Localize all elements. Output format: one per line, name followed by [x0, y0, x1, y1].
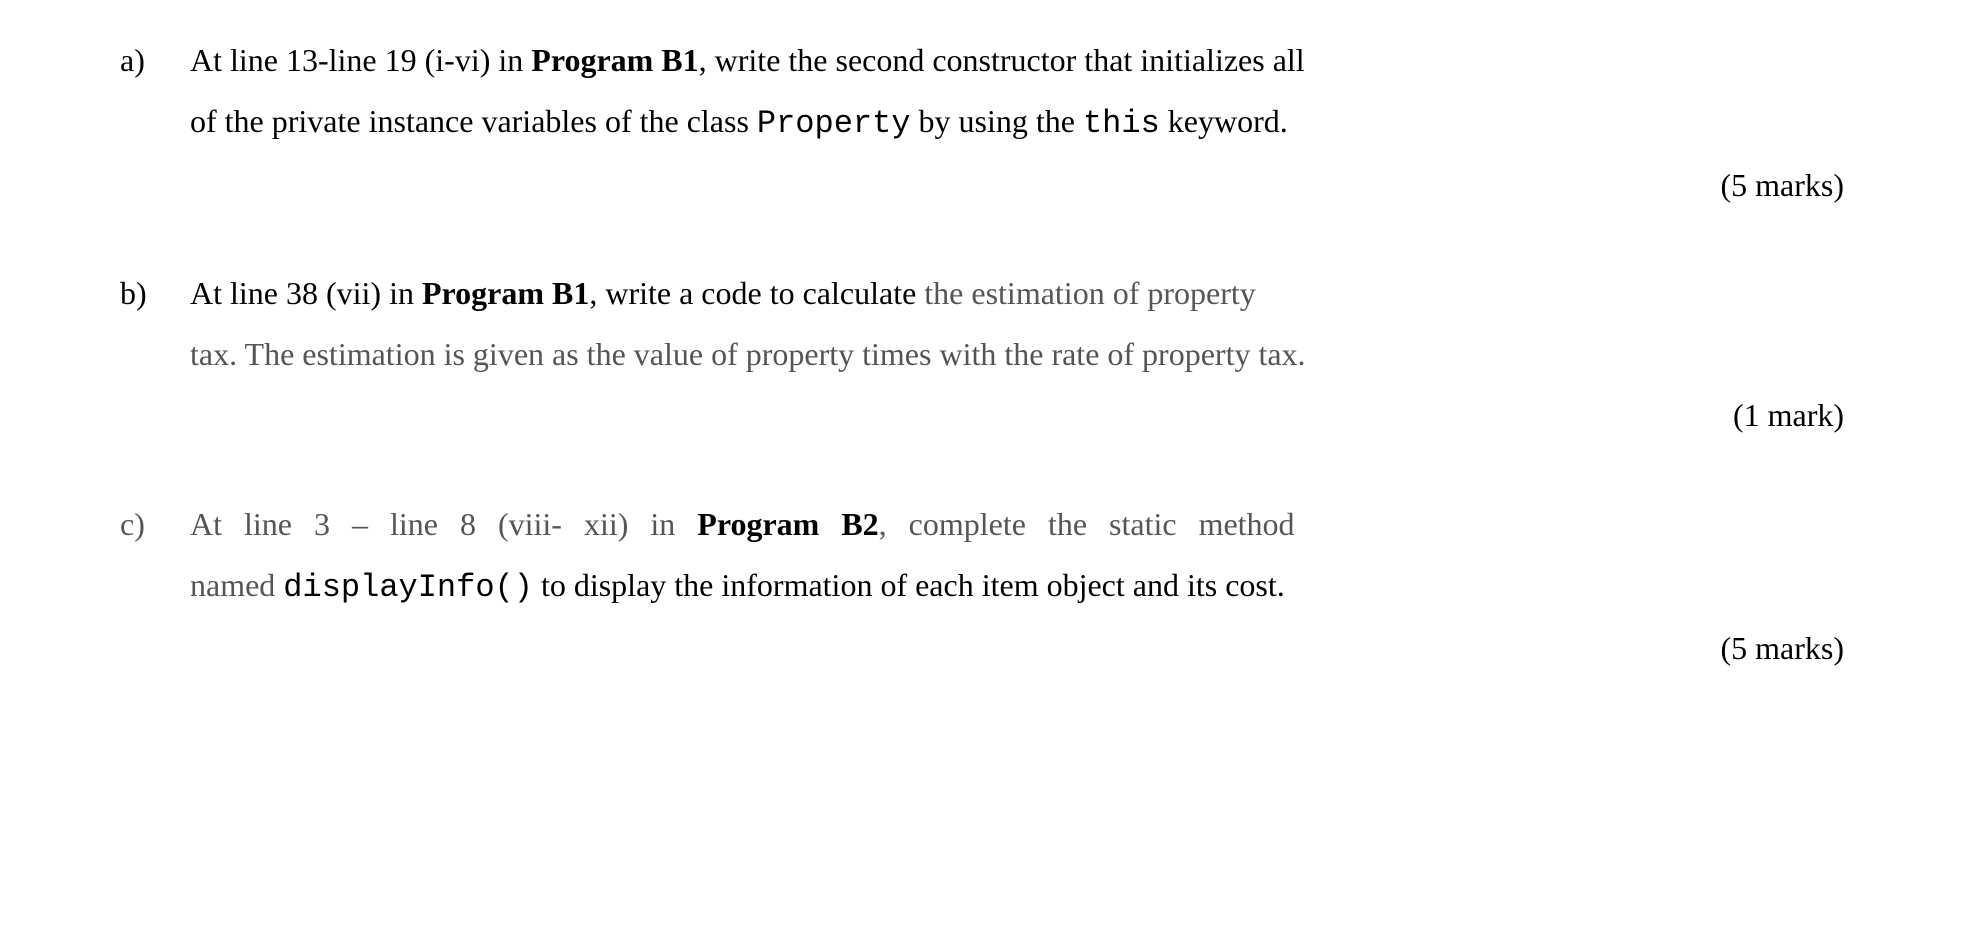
- text-span: by using the: [911, 103, 1083, 139]
- question-b: b) At line 38 (vii) in Program B1, write…: [120, 263, 1844, 445]
- question-b-marks: (1 mark): [190, 385, 1844, 446]
- text-span: , write the second constructor that init…: [699, 42, 1305, 78]
- question-c: c) At line 3 – line 8 (viii- xii) in Pro…: [120, 494, 1844, 679]
- question-c-line2: named displayInfo() to display the infor…: [190, 555, 1844, 619]
- question-b-line2: tax. The estimation is given as the valu…: [190, 324, 1844, 385]
- question-b-label: b): [120, 263, 190, 445]
- text-span: to display the information of each item …: [533, 567, 1285, 603]
- text-span: , complete the static method: [879, 506, 1295, 542]
- text-span: At line 38 (vii) in: [190, 275, 422, 311]
- code-displayinfo: displayInfo(): [283, 569, 533, 606]
- question-a-line1: At line 13-line 19 (i-vi) in Program B1,…: [190, 30, 1844, 91]
- question-b-body: At line 38 (vii) in Program B1, write a …: [190, 263, 1844, 445]
- question-b-line1: At line 38 (vii) in Program B1, write a …: [190, 263, 1844, 324]
- program-b2-bold: Program B2: [697, 506, 878, 542]
- question-c-marks: (5 marks): [190, 618, 1844, 679]
- code-this: this: [1083, 105, 1160, 142]
- question-a-marks: (5 marks): [190, 155, 1844, 216]
- question-a-label: a): [120, 30, 190, 215]
- code-property: Property: [757, 105, 911, 142]
- text-span: At line 13-line 19 (i-vi) in: [190, 42, 531, 78]
- question-c-label: c): [120, 494, 190, 679]
- text-span: named: [190, 567, 283, 603]
- text-span: At line 3 – line 8 (viii- xii) in: [190, 506, 697, 542]
- question-a-line2: of the private instance variables of the…: [190, 91, 1844, 155]
- question-a-body: At line 13-line 19 (i-vi) in Program B1,…: [190, 30, 1844, 215]
- question-a: a) At line 13-line 19 (i-vi) in Program …: [120, 30, 1844, 215]
- question-c-body: At line 3 – line 8 (viii- xii) in Progra…: [190, 494, 1844, 679]
- text-span: keyword.: [1160, 103, 1288, 139]
- text-span: of the private instance variables of the…: [190, 103, 757, 139]
- program-b1-bold: Program B1: [422, 275, 589, 311]
- question-c-line1: At line 3 – line 8 (viii- xii) in Progra…: [190, 494, 1844, 555]
- page: a) At line 13-line 19 (i-vi) in Program …: [0, 0, 1964, 757]
- gray-text: the estimation of property: [924, 275, 1255, 311]
- program-b1-bold: Program B1: [531, 42, 698, 78]
- text-span: , write a code to calculate: [589, 275, 924, 311]
